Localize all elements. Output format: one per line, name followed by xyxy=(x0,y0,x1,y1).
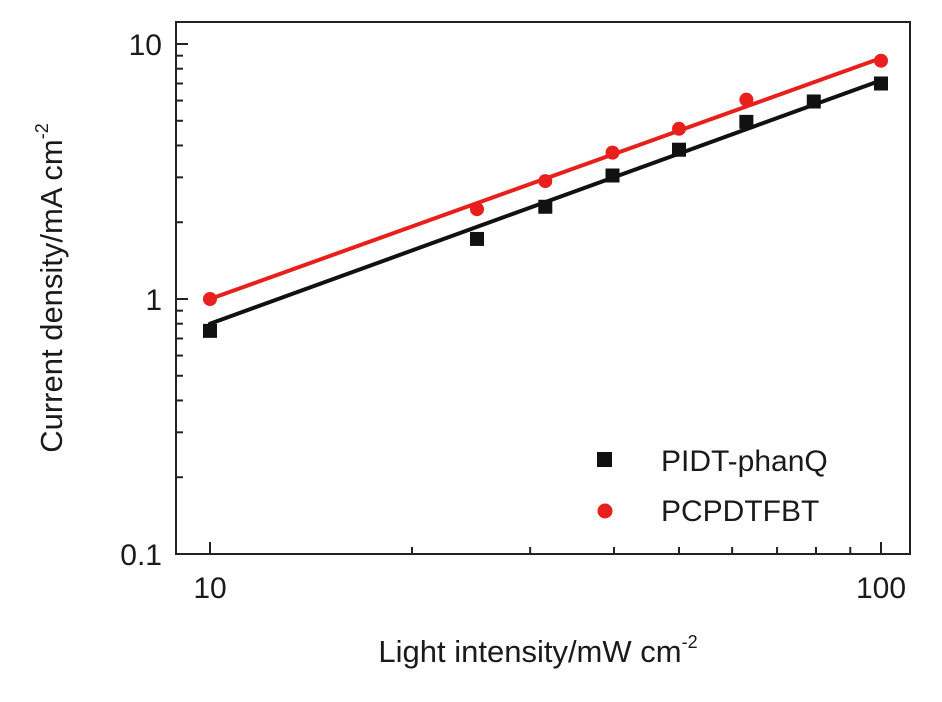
data-point-circle xyxy=(470,202,485,217)
x-axis-title-text: Light intensity/mW cm xyxy=(378,634,681,669)
data-point-circle xyxy=(874,53,888,68)
legend-marker-square xyxy=(597,452,612,467)
data-point-square xyxy=(739,114,754,129)
data-point-square xyxy=(203,323,217,338)
y-tick-label: 10 xyxy=(129,29,162,62)
x-axis-title-sup: -2 xyxy=(682,632,698,652)
legend-marker-circle xyxy=(597,503,613,519)
plot-frame xyxy=(175,21,911,555)
fit-lines xyxy=(208,56,883,326)
legend-label-1: PIDT-phanQ xyxy=(661,445,828,478)
data-point-circle xyxy=(739,92,754,107)
data-point-square xyxy=(470,231,485,246)
tick-labels: 0.1 1 10 10 100 xyxy=(120,29,906,605)
y-axis-title: Current density/mA cm-2 xyxy=(32,123,69,453)
data-point-circle xyxy=(672,121,687,136)
data-point-square xyxy=(672,142,687,157)
legend: PIDT-phanQ PCPDTFBT xyxy=(597,445,828,528)
data-point-circle xyxy=(605,145,620,160)
data-point-square xyxy=(806,94,821,109)
data-point-square xyxy=(874,76,888,91)
data-point-square xyxy=(605,168,620,183)
y-axis-title-text: Current density/mA cm xyxy=(34,139,69,453)
y-axis-title-sup: -2 xyxy=(32,123,52,139)
y-tick-label: 0.1 xyxy=(120,539,162,572)
data-point-circle xyxy=(203,292,217,306)
axis-ticks xyxy=(176,43,882,555)
legend-label-2: PCPDTFBT xyxy=(661,495,819,528)
x-axis-title: Light intensity/mW cm-2 xyxy=(378,632,697,669)
data-point-circle xyxy=(538,174,553,189)
data-point-square xyxy=(538,199,553,214)
y-tick-label: 1 xyxy=(145,284,162,317)
x-tick-label: 100 xyxy=(856,572,906,605)
x-tick-label: 10 xyxy=(193,572,226,605)
data-points xyxy=(203,53,888,338)
